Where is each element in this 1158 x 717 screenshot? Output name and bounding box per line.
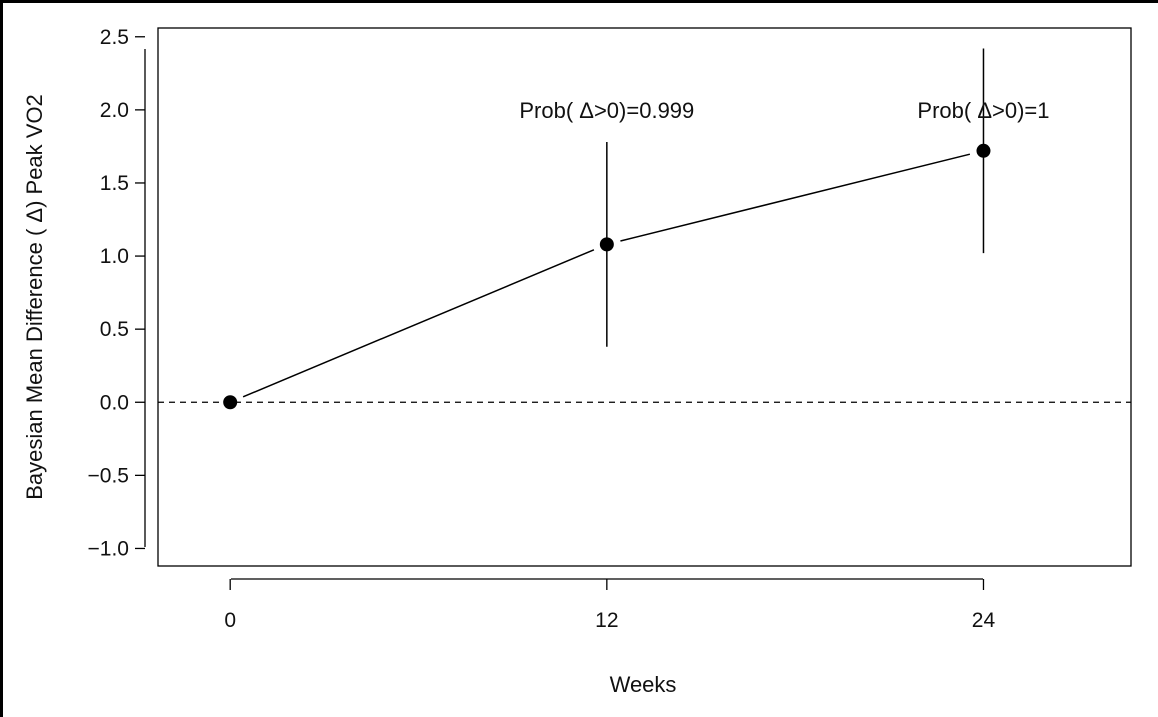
x-tick-label: 0 [224, 609, 236, 632]
y-tick-label: 1.5 [100, 172, 129, 195]
y-tick-label: 2.0 [100, 99, 129, 122]
probability-annotation: Prob( Δ>0)=0.999 [519, 98, 694, 123]
y-tick-label: −0.5 [88, 464, 129, 487]
data-point [976, 143, 991, 158]
plot-area-border [157, 27, 1132, 567]
series-line-segment [242, 249, 595, 398]
data-point [599, 237, 614, 252]
x-axis-ticks: 0 12 24 [224, 579, 995, 632]
x-tick-label: 24 [972, 609, 996, 632]
series-line-segment [620, 153, 971, 242]
series-group [223, 48, 991, 410]
y-axis-ticks: 2.5 2.0 1.5 1.0 0.5 0.0 −0.5 −1.0 [88, 26, 145, 560]
y-axis-title: Bayesian Mean Difference ( Δ) Peak VO2 [22, 94, 47, 500]
x-axis-title: Weeks [610, 672, 677, 697]
y-tick-label: −1.0 [88, 537, 129, 560]
y-tick-label: 1.0 [100, 245, 129, 268]
y-tick-label: 0.5 [100, 318, 129, 341]
x-tick-label: 12 [595, 609, 618, 632]
y-tick-label: 2.5 [100, 26, 129, 49]
annotations-group: Prob( Δ>0)=0.999 Prob( Δ>0)=1 [519, 98, 1049, 123]
y-tick-label: 0.0 [100, 391, 129, 414]
probability-annotation: Prob( Δ>0)=1 [917, 98, 1049, 123]
data-point [223, 395, 238, 410]
